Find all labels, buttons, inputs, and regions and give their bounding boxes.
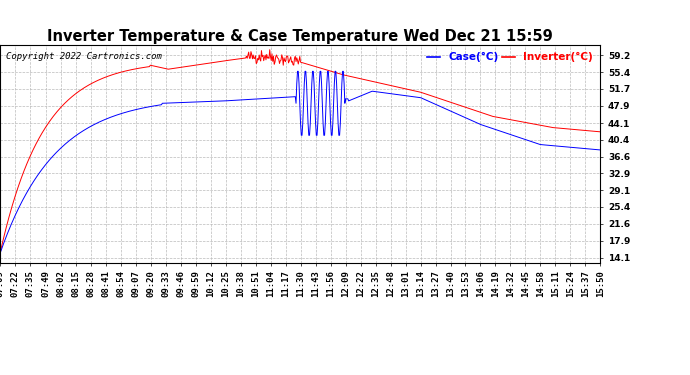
Legend: Case(°C), Inverter(°C): Case(°C), Inverter(°C) <box>425 50 595 64</box>
Text: Copyright 2022 Cartronics.com: Copyright 2022 Cartronics.com <box>6 51 162 60</box>
Title: Inverter Temperature & Case Temperature Wed Dec 21 15:59: Inverter Temperature & Case Temperature … <box>48 29 553 44</box>
